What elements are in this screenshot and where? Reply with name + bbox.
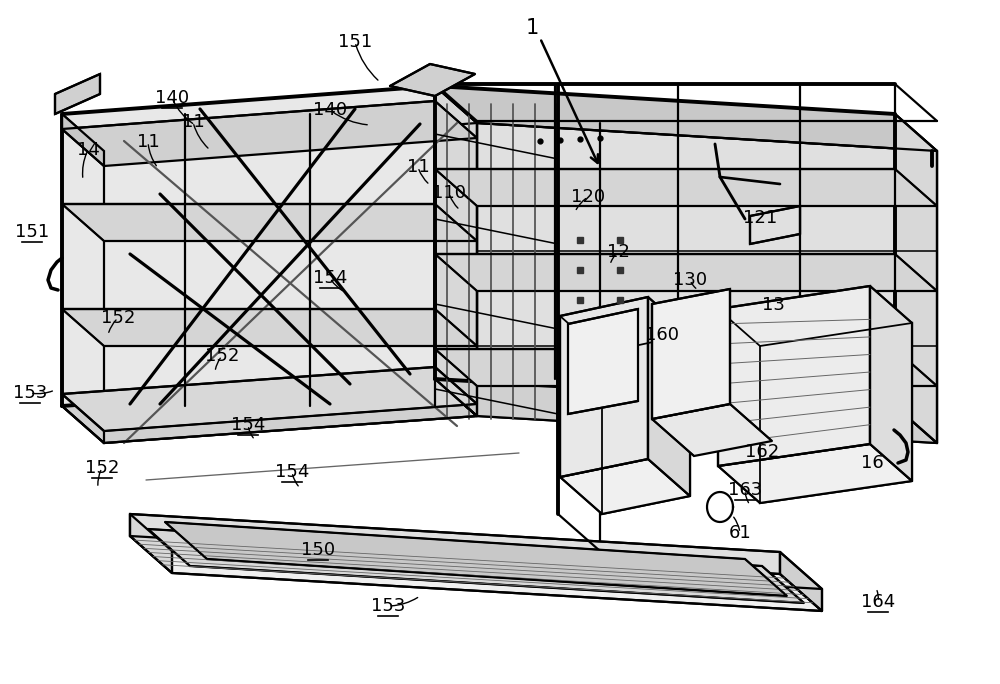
Polygon shape [55,74,100,114]
Polygon shape [750,206,800,244]
Polygon shape [104,123,477,443]
Text: 13: 13 [762,296,784,314]
Polygon shape [648,297,690,496]
Text: 163: 163 [728,481,762,499]
Polygon shape [165,522,787,596]
Text: 153: 153 [13,384,47,402]
Polygon shape [718,286,870,466]
Polygon shape [130,514,172,573]
Polygon shape [62,204,477,241]
Polygon shape [780,552,822,611]
Text: 110: 110 [432,184,466,202]
Polygon shape [435,169,937,206]
Text: 152: 152 [205,347,239,365]
Polygon shape [435,86,477,416]
Polygon shape [477,123,937,443]
Polygon shape [760,323,912,503]
Text: 151: 151 [15,223,49,241]
Text: 150: 150 [301,541,335,559]
Text: 14: 14 [77,141,99,159]
Text: 154: 154 [231,416,265,434]
Text: 151: 151 [338,33,372,51]
Text: 61: 61 [729,524,751,542]
Polygon shape [62,379,477,443]
Text: 140: 140 [313,101,347,119]
Polygon shape [62,114,104,166]
Polygon shape [435,254,937,291]
Text: 152: 152 [85,459,119,477]
Polygon shape [435,379,937,443]
Text: 121: 121 [743,209,777,227]
Polygon shape [148,529,804,603]
Polygon shape [435,86,937,151]
Text: 130: 130 [673,271,707,289]
Polygon shape [62,86,435,406]
Polygon shape [62,367,477,431]
Text: 154: 154 [275,463,309,481]
Text: 152: 152 [101,309,135,327]
Polygon shape [62,101,477,166]
Text: 11: 11 [137,133,159,151]
Text: 154: 154 [313,269,347,287]
Polygon shape [870,286,912,481]
Polygon shape [130,536,822,611]
Text: 11: 11 [407,158,429,176]
Polygon shape [568,309,638,414]
Text: 162: 162 [745,443,779,461]
Text: 12: 12 [607,243,629,261]
Text: 160: 160 [645,326,679,344]
Polygon shape [560,297,648,477]
Text: 164: 164 [861,593,895,611]
Polygon shape [435,349,937,386]
Polygon shape [390,64,475,96]
Polygon shape [652,404,772,456]
Text: 16: 16 [861,454,883,472]
Polygon shape [718,444,912,503]
Text: 140: 140 [155,89,189,107]
Polygon shape [62,309,477,346]
Text: 1: 1 [525,18,539,38]
Polygon shape [560,459,690,514]
Polygon shape [602,334,690,514]
Polygon shape [62,86,477,151]
Text: 120: 120 [571,188,605,206]
Text: 153: 153 [371,597,405,615]
Polygon shape [895,114,937,443]
Polygon shape [652,289,730,419]
Text: 11: 11 [182,113,204,131]
Polygon shape [130,514,780,574]
